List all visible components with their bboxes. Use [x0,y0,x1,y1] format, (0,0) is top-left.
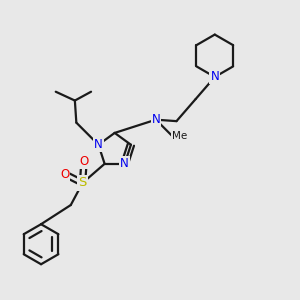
Text: O: O [80,155,88,168]
Text: N: N [120,157,129,170]
Text: S: S [78,176,87,190]
Text: N: N [152,113,160,126]
Text: O: O [60,168,70,181]
Text: N: N [210,70,219,83]
Text: Me: Me [172,131,187,141]
Text: N: N [94,138,103,151]
